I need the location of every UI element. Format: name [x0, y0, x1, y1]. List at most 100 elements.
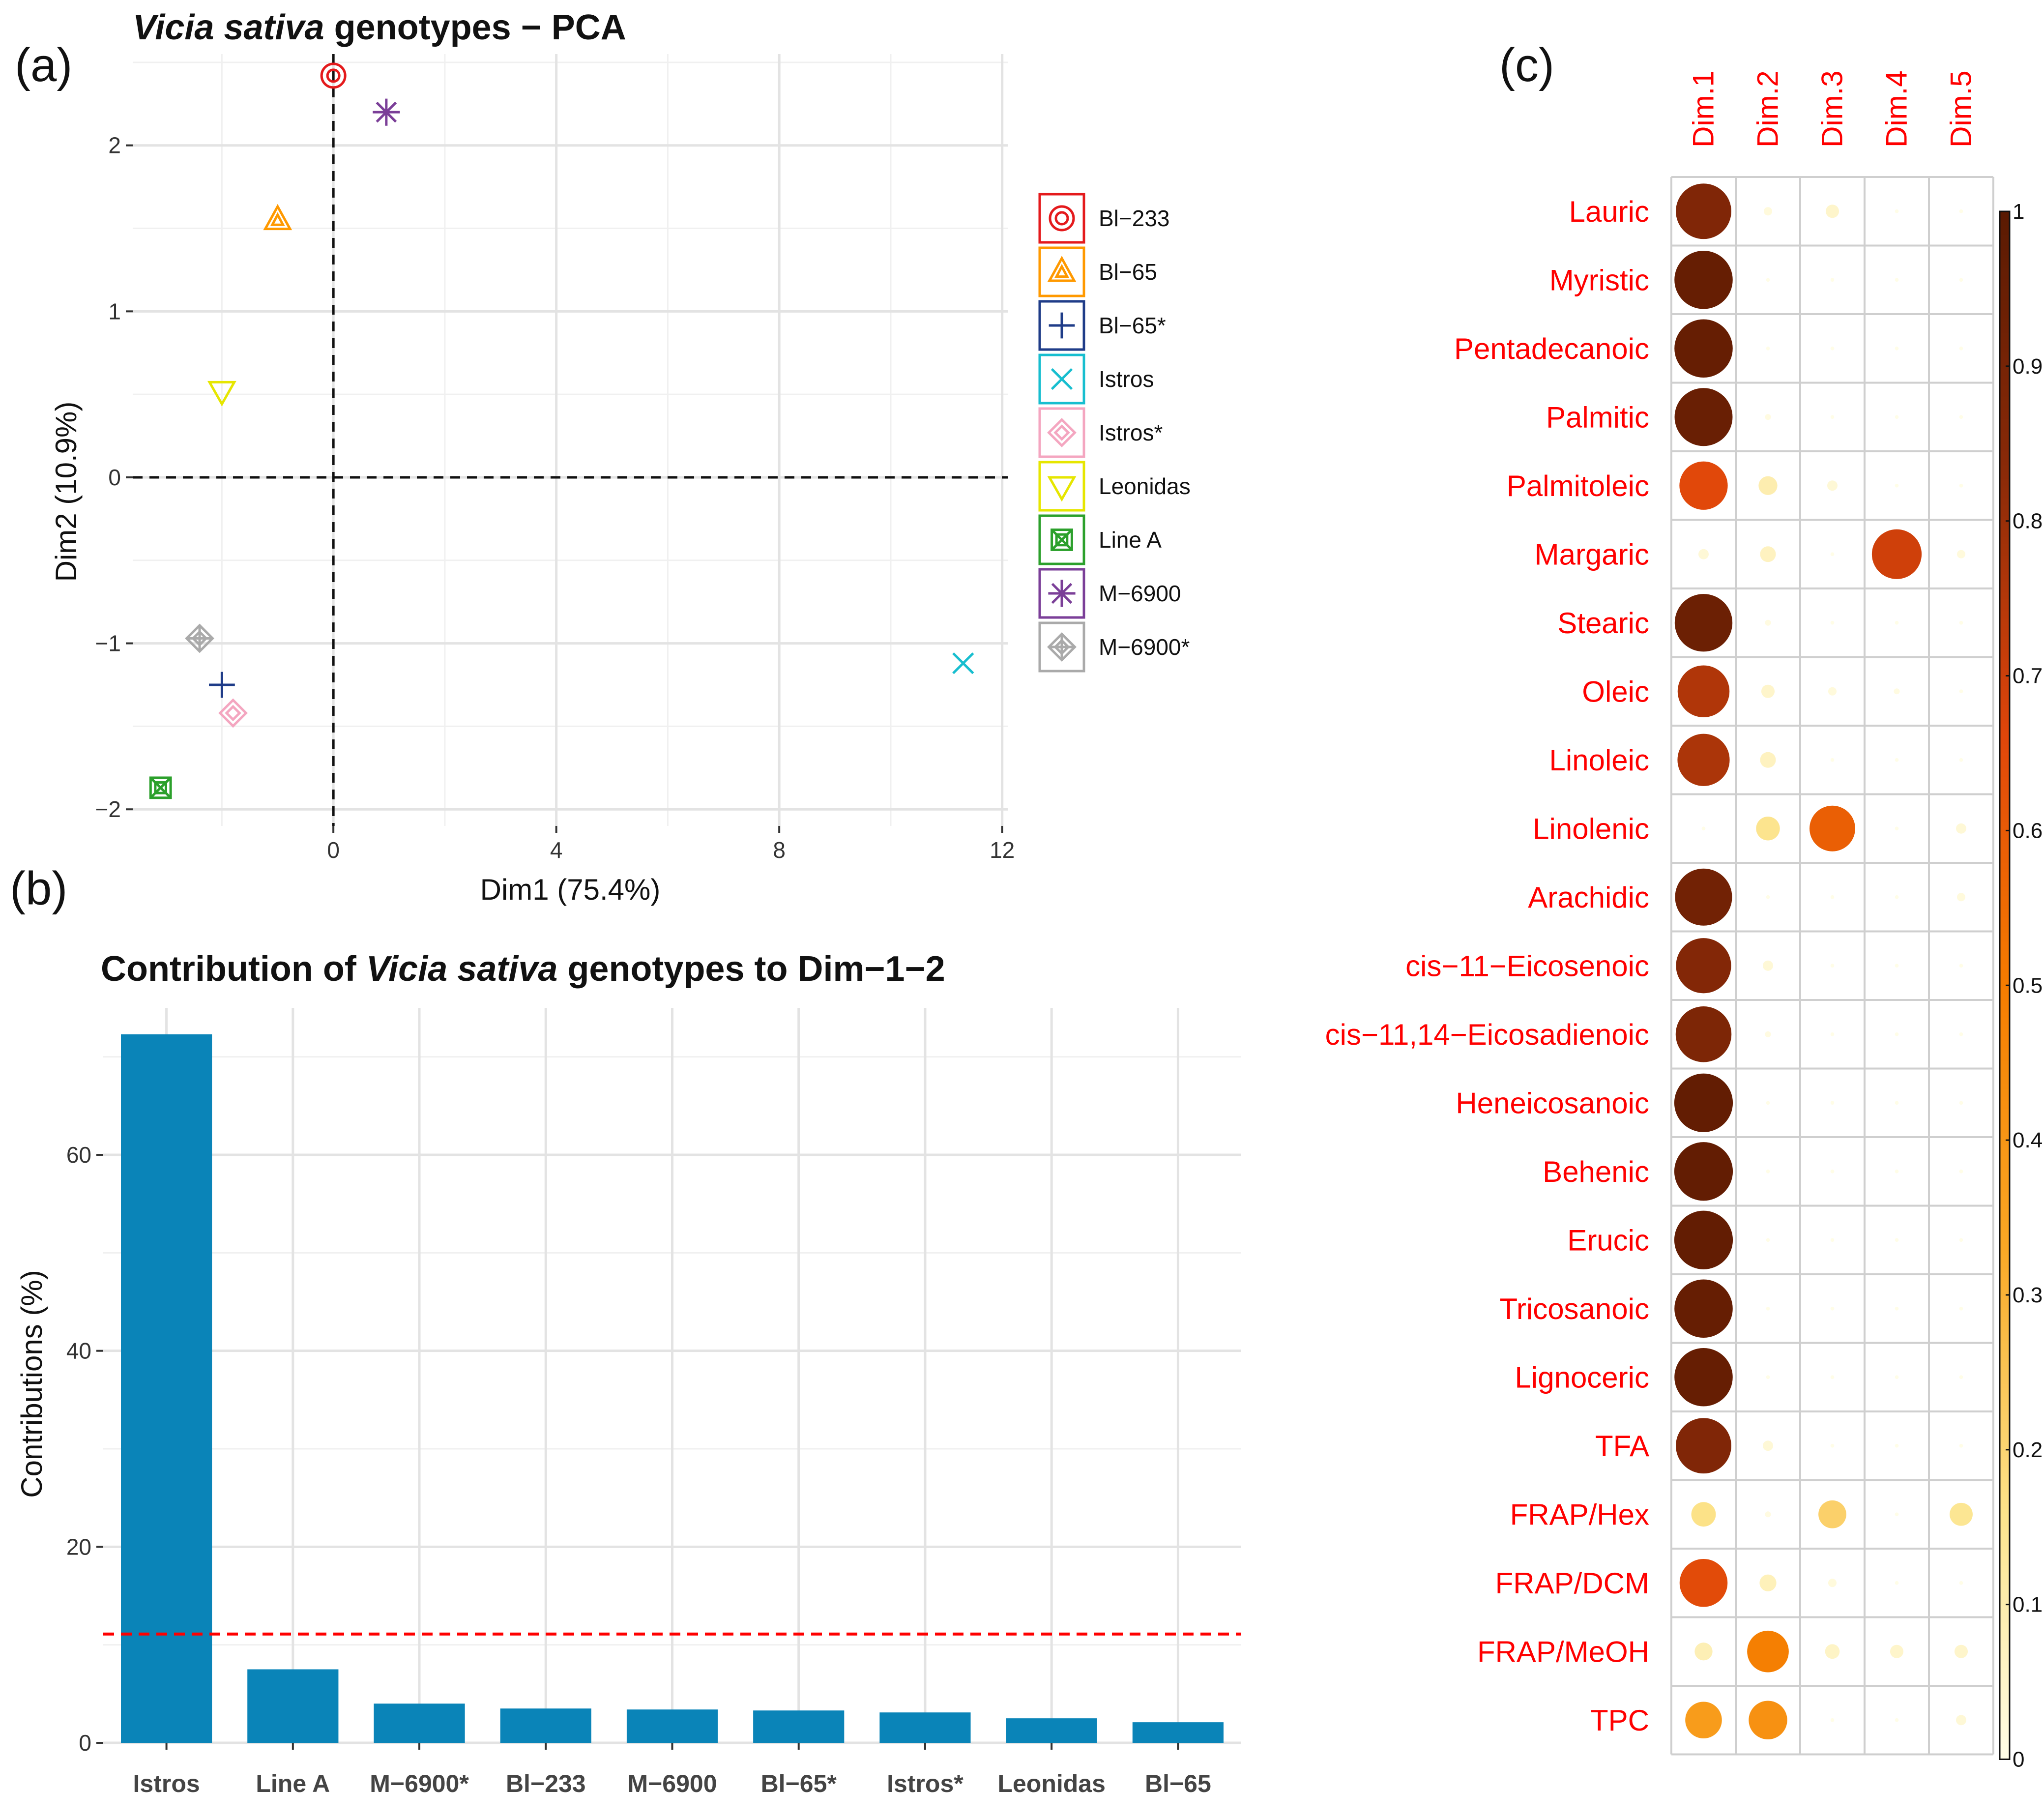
marker-asterisk-spoke [376, 101, 397, 123]
heatmap-circle [1959, 1581, 1963, 1585]
heatmap-circle [1825, 205, 1839, 218]
heatmap-circle [1763, 207, 1773, 216]
heatmap-row-label: FRAP/Hex [1510, 1498, 1649, 1531]
heatmap-circle [1676, 183, 1731, 239]
bar [626, 1709, 718, 1743]
heatmap-circle [1765, 414, 1771, 420]
heatmap-circle [1766, 1306, 1770, 1311]
colorbar-tick-label: 0.2 [2013, 1438, 2043, 1462]
bar-title-before: Contribution of [101, 949, 366, 989]
heatmap-circle [1895, 758, 1899, 762]
panel-label-c: (c) [1499, 39, 1554, 91]
bar-y-tick-label: 60 [66, 1142, 91, 1168]
legend-key-marker [1049, 312, 1075, 339]
legend-label: Istros [1099, 366, 1154, 392]
pca-legend: Bl−233 Bl−65 Bl−65* Istros Istros* Leonidas Li… [1038, 193, 1191, 673]
heatmap-circle [1959, 758, 1963, 762]
heatmap-circle [1818, 1500, 1846, 1528]
heatmap-circles [1674, 183, 1973, 1739]
contribution-bar-panel: Contribution of Vicia sativa genotypes t… [15, 949, 1241, 1797]
marker-inner-circle [326, 68, 341, 83]
legend-key-marker [1048, 580, 1076, 607]
heatmap-circle [1691, 1502, 1716, 1527]
heatmap-circle [1895, 1238, 1899, 1242]
panel-label-b: (b) [10, 862, 67, 915]
heatmap-circle [1810, 805, 1855, 851]
heatmap-circle [1895, 1512, 1899, 1517]
bar-x-tick-label: M−6900* [370, 1770, 469, 1797]
heatmap-row-label: Erucic [1567, 1224, 1649, 1257]
heatmap-circle [1759, 1574, 1777, 1591]
pca-plot-background [133, 54, 1008, 826]
legend-key-marker [1051, 368, 1073, 390]
heatmap-circle [1895, 415, 1899, 419]
heatmap-circle [1758, 476, 1778, 495]
legend-key-box [1038, 246, 1085, 297]
bar-title-after: genotypes to Dim−1−2 [557, 949, 945, 989]
heatmap-circle [1830, 758, 1835, 762]
legend-label: Istros* [1099, 420, 1163, 445]
pca-x-tick-label: 12 [990, 837, 1015, 863]
heatmap-row-label: Heneicosanoic [1456, 1086, 1649, 1119]
marker-inner-triangle [270, 212, 285, 226]
heatmap-circle [1674, 594, 1733, 652]
marker-down-triangle [1047, 476, 1077, 502]
bar-x-tick-label: M−6900 [627, 1770, 717, 1797]
bar [247, 1669, 339, 1743]
heatmap-row-label: Palmitic [1546, 401, 1649, 434]
heatmap-circle [1956, 1715, 1966, 1726]
heatmap-circle [1895, 1306, 1899, 1311]
legend-label: Bl−233 [1099, 205, 1170, 231]
marker-square-diag-b [149, 777, 172, 799]
heatmap-row-label: TPC [1590, 1704, 1649, 1737]
heatmap-circle [1830, 552, 1835, 557]
legend-key-marker [1051, 528, 1073, 551]
bar-title: Contribution of Vicia sativa genotypes t… [101, 949, 945, 989]
bar [121, 1034, 212, 1743]
heatmap-circle [1761, 684, 1775, 698]
heatmap-row-label: Myristic [1549, 264, 1649, 296]
heatmap-circle [1677, 665, 1730, 717]
heatmap-circle [1830, 620, 1835, 625]
heatmap-circle [1959, 209, 1963, 213]
heatmap-column-labels: Dim.1 Dim.2 Dim.3 Dim.4 Dim.5 [1687, 70, 1978, 147]
heatmap-circle [1830, 1238, 1835, 1242]
bar [753, 1710, 845, 1743]
heatmap-circle [1760, 752, 1776, 768]
heatmap-circle [1763, 1440, 1773, 1451]
legend-label: M−6900* [1099, 634, 1190, 660]
bar-x-tick-label: Istros* [887, 1770, 963, 1797]
heatmap-circle [1895, 620, 1899, 625]
pca-x-tick-label: 8 [773, 837, 786, 863]
bar-grid [103, 1008, 1241, 1744]
marker-inner-triangle [1054, 264, 1069, 278]
bar [500, 1708, 591, 1743]
heatmap-circle [1760, 546, 1776, 562]
heatmap-circle [1959, 278, 1963, 282]
marker-inner-square [154, 781, 167, 794]
heatmap-circle [1828, 687, 1837, 696]
heatmap-row-label: Palmitoleic [1507, 470, 1649, 502]
heatmap-circle [1830, 1718, 1835, 1722]
pca-title: Vicia sativa genotypes − PCA [133, 8, 626, 47]
correlation-heatmap-panel: Dim.1 Dim.2 Dim.3 Dim.4 Dim.5 Lauric Myristic… [1325, 70, 2043, 1771]
heatmap-circle [1959, 483, 1963, 488]
heatmap-circle [1674, 1279, 1733, 1338]
bar-y-tick-label: 20 [66, 1534, 91, 1559]
heatmap-circle [1895, 1718, 1899, 1722]
heatmap-circle [1830, 415, 1835, 419]
heatmap-circle [1959, 964, 1963, 968]
colorbar-tick-label: 0.4 [2013, 1128, 2043, 1152]
bar-marks [121, 1034, 1224, 1743]
bar-x-tick-label: Bl−233 [506, 1770, 586, 1797]
heatmap-circle [1766, 346, 1770, 351]
heatmap-circle [1959, 1169, 1963, 1174]
heatmap-circle [1765, 1511, 1771, 1518]
heatmap-circle [1763, 960, 1773, 971]
heatmap-circle [1895, 1443, 1899, 1448]
heatmap-circle [1959, 689, 1963, 694]
marker-outer-triangle [1047, 256, 1077, 282]
heatmap-circle [1679, 461, 1728, 510]
